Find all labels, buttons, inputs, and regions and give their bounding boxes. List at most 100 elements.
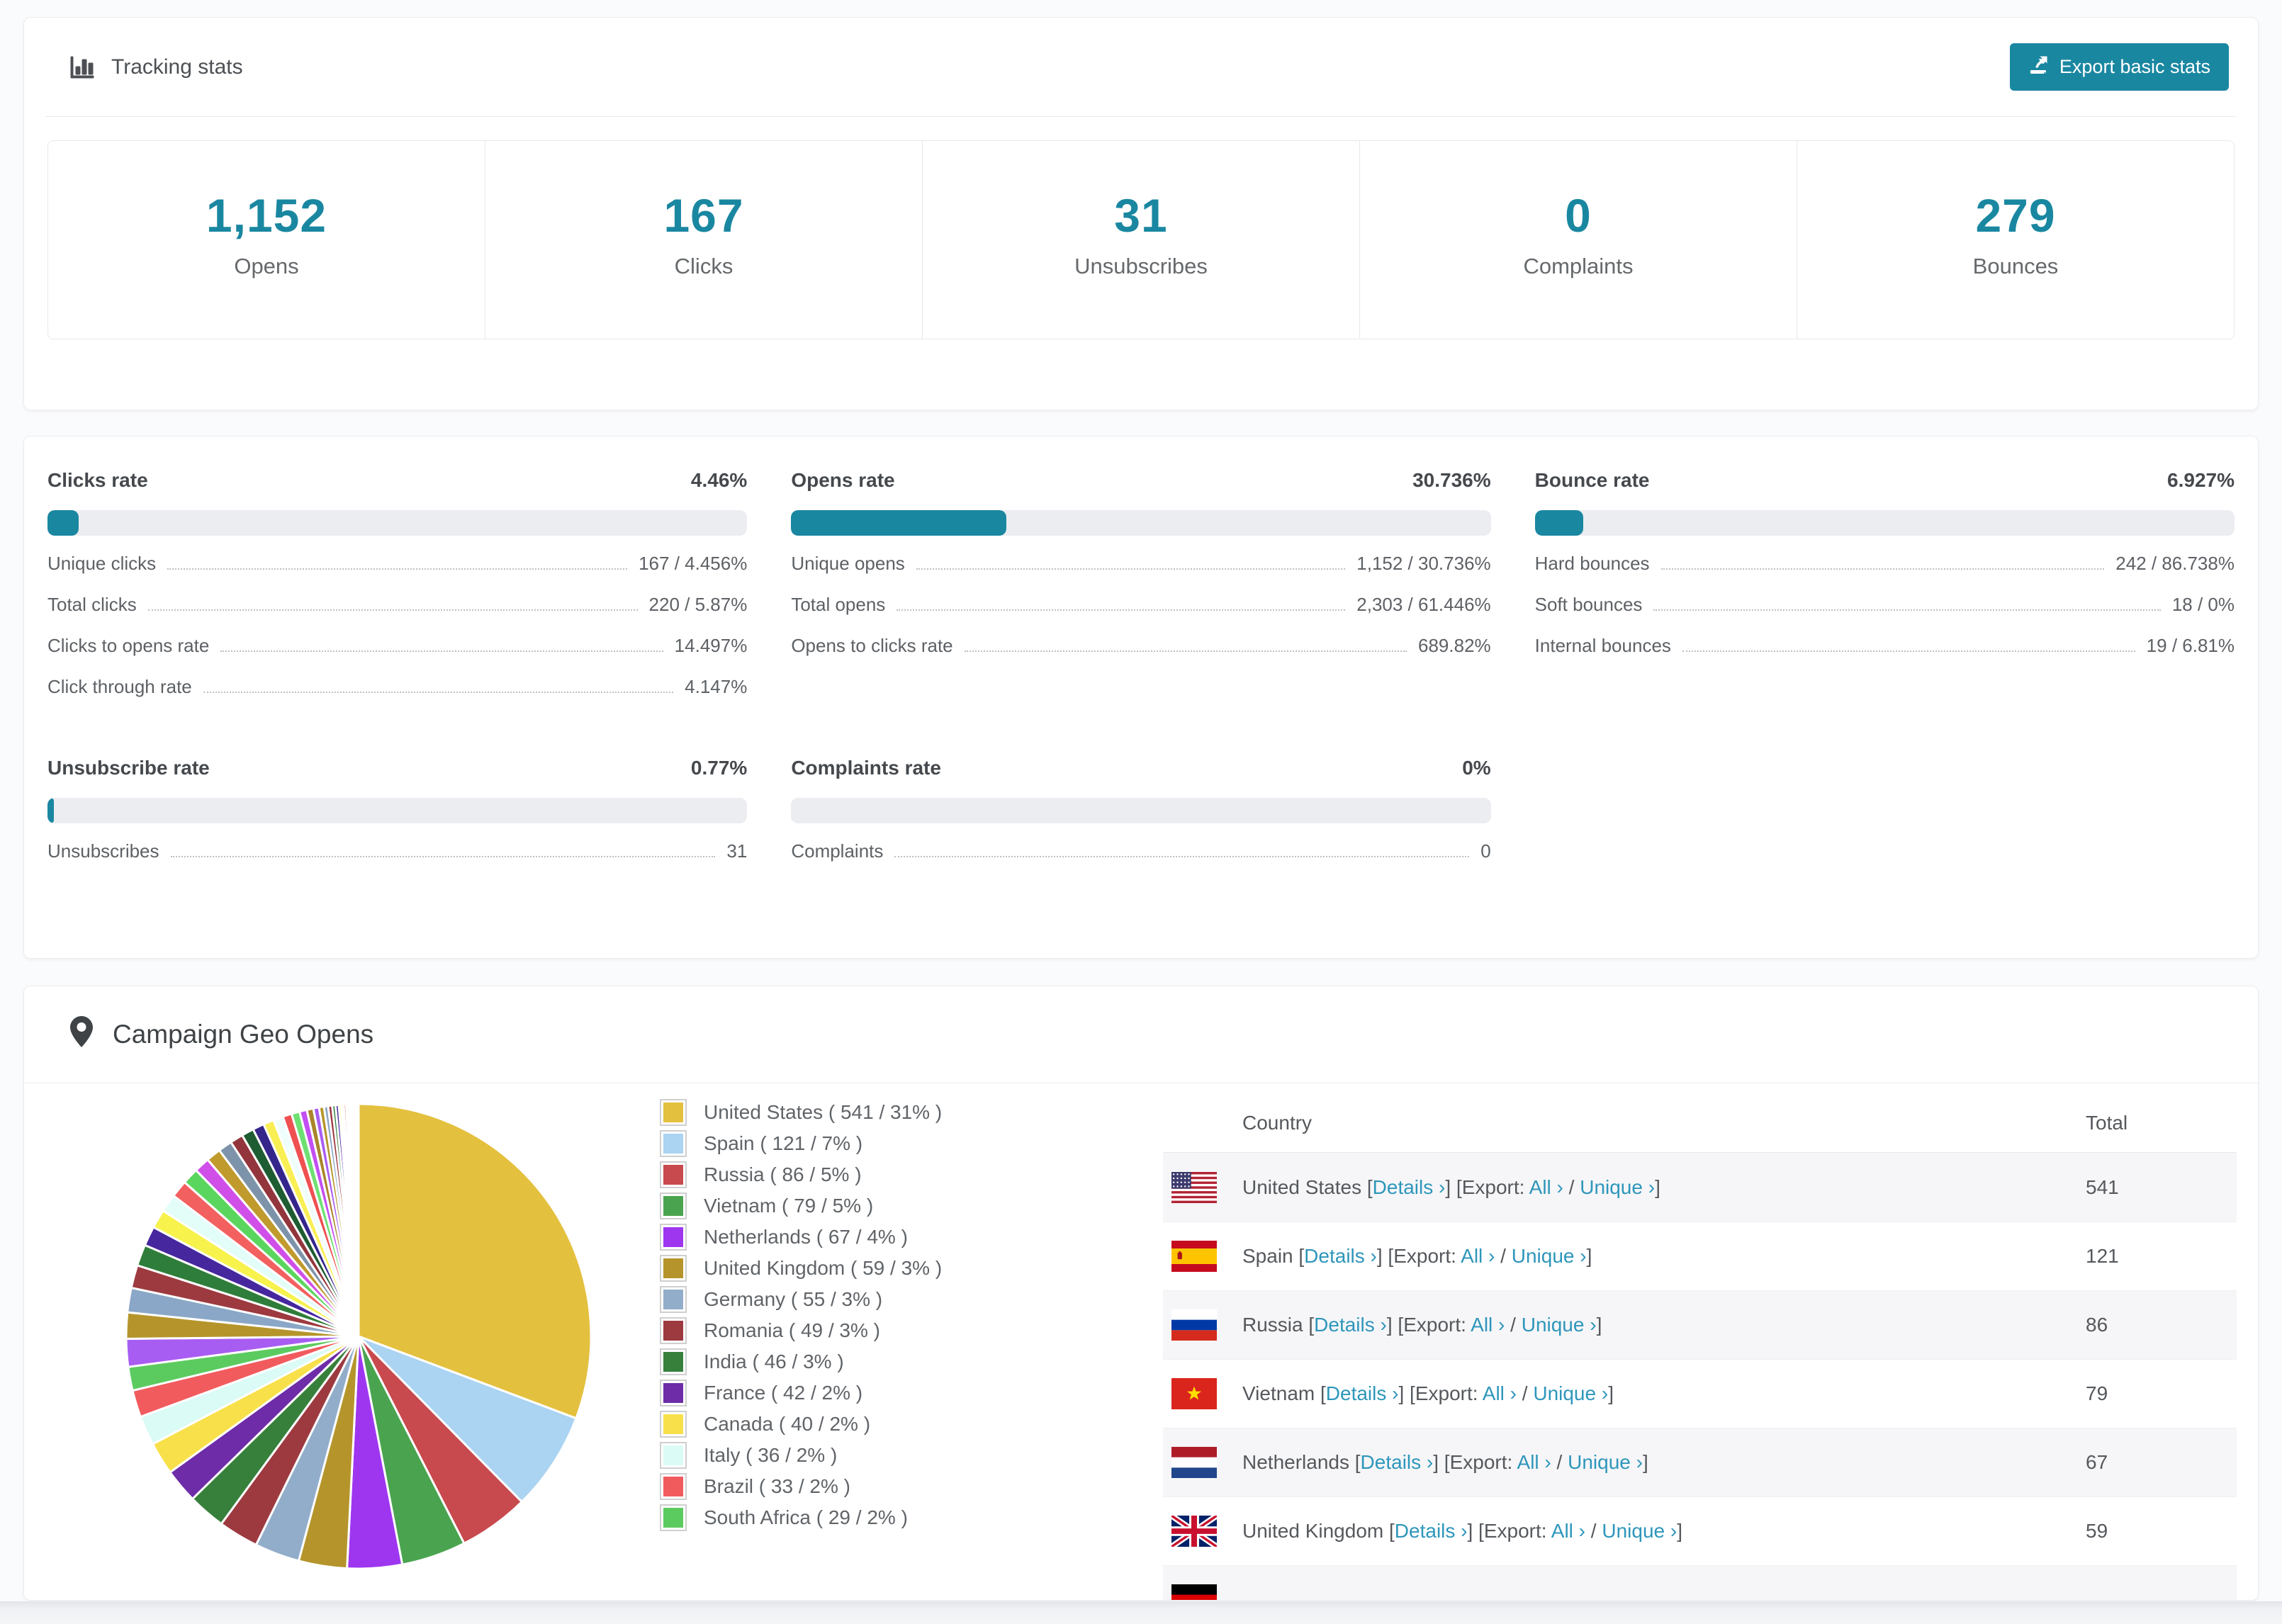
- stat-row: Unique opens 1,152 / 30.736%: [791, 553, 1490, 594]
- export-all-link[interactable]: All ›: [1551, 1520, 1586, 1542]
- legend-item: France ( 42 / 2% ): [660, 1380, 942, 1406]
- stat-value: 1,152 / 30.736%: [1356, 553, 1491, 574]
- country-cell: Netherlands [Details ›] [Export: All › /…: [1242, 1451, 1648, 1473]
- details-link[interactable]: Details ›: [1314, 1314, 1387, 1336]
- legend-item: United Kingdom ( 59 / 3% ): [660, 1255, 942, 1282]
- export-basic-stats-button[interactable]: Export basic stats: [2009, 43, 2229, 91]
- dotted-leader: [147, 609, 638, 611]
- bounce-rate-bar: [1534, 510, 2235, 536]
- stat-row: Soft bounces 18 / 0%: [1535, 594, 2235, 635]
- stat-label: Clicks to opens rate: [47, 635, 210, 656]
- clicks-rate-title: Clicks rate: [47, 469, 148, 491]
- legend-label: France ( 42 / 2% ): [704, 1382, 863, 1404]
- stat-label: Click through rate: [47, 676, 192, 697]
- clicks-rate-value: 4.46%: [690, 469, 748, 491]
- complaints-rate-value: 0%: [1462, 757, 1491, 779]
- export-unique-link[interactable]: Unique ›: [1580, 1175, 1656, 1198]
- bounces-label: Bounces: [1972, 253, 2059, 278]
- stat-label: Complaints: [791, 840, 884, 862]
- total-cell: 59: [2086, 1520, 2108, 1542]
- stat-label: Internal bounces: [1534, 635, 1671, 656]
- export-all-link[interactable]: All ›: [1482, 1382, 1517, 1404]
- export-unique-link[interactable]: Unique ›: [1511, 1245, 1587, 1267]
- dotted-leader: [916, 568, 1346, 570]
- legend-swatch: [660, 1192, 687, 1219]
- bounce-rate-bar-fill: [1534, 510, 1584, 536]
- stat-value: 14.497%: [674, 635, 748, 656]
- legend-label: India ( 46 / 3% ): [704, 1350, 844, 1372]
- country-cell: Spain [Details ›] [Export: All › / Uniqu…: [1242, 1245, 1592, 1267]
- opens-rate-value: 30.736%: [1412, 469, 1491, 491]
- ru-flag-icon: [1171, 1309, 1217, 1341]
- clicks-rate-block: Clicks rate 4.46% Unique clicks 167 / 4.4…: [47, 469, 748, 717]
- stat-row: Total opens 2,303 / 61.446%: [791, 594, 1490, 635]
- unsubscribe-rate-value: 0.77%: [690, 757, 748, 779]
- export-all-link[interactable]: All ›: [1529, 1175, 1563, 1198]
- stat-label: Total clicks: [47, 594, 137, 615]
- geo-table: Country Total United States [Details ›] [E…: [1163, 1093, 2237, 1600]
- dotted-leader: [220, 650, 663, 652]
- pie-slice: [356, 1103, 360, 1337]
- clicks-label: Clicks: [674, 253, 734, 278]
- header-divider: [45, 116, 2237, 117]
- stat-row: Click through rate 4.147%: [47, 676, 747, 717]
- tracking-stats-page: { "colors": { "accent": "#1a87a1", "link…: [0, 17, 2282, 1624]
- opens-count: 1,152: [206, 188, 327, 242]
- export-all-link[interactable]: All ›: [1461, 1245, 1495, 1267]
- geo-table-row-us: United States [Details ›] [Export: All ›…: [1163, 1153, 2237, 1222]
- details-link[interactable]: Details ›: [1360, 1451, 1434, 1473]
- legend-label: Germany ( 55 / 3% ): [704, 1288, 883, 1310]
- de-flag-icon: [1171, 1584, 1217, 1600]
- bounce-rate-value: 6.927%: [2167, 469, 2235, 491]
- dotted-leader: [203, 692, 674, 693]
- stat-row: Unsubscribes 31: [47, 840, 747, 881]
- bounces-count: 279: [1975, 188, 2056, 242]
- dotted-leader: [964, 650, 1407, 652]
- legend-swatch: [660, 1161, 687, 1188]
- details-link[interactable]: Details ›: [1372, 1175, 1446, 1198]
- country-cell: United Kingdom [Details ›] [Export: All …: [1242, 1520, 1682, 1542]
- stat-row: Internal bounces 19 / 6.81%: [1535, 635, 2235, 676]
- legend-item: Russia ( 86 / 5% ): [660, 1161, 942, 1188]
- details-link[interactable]: Details ›: [1304, 1245, 1377, 1267]
- geo-opens-pie-chart: [125, 1103, 592, 1570]
- export-all-link[interactable]: All ›: [1517, 1451, 1551, 1473]
- empty-grid-cell: [1535, 757, 2235, 881]
- geo-table-row-es: Spain [Details ›] [Export: All › / Uniqu…: [1163, 1222, 2237, 1290]
- legend-swatch: [660, 1411, 687, 1438]
- export-icon: [2028, 54, 2050, 80]
- map-pin-icon: [69, 1015, 94, 1054]
- nl-flag-icon: [1171, 1447, 1217, 1478]
- legend-item: Spain ( 121 / 7% ): [660, 1130, 942, 1157]
- summary-strip: 1,152 Opens 167 Clicks 31 Unsubscribes 0…: [47, 140, 2235, 339]
- details-link[interactable]: Details ›: [1325, 1382, 1399, 1404]
- country-cell: Russia [Details ›] [Export: All › / Uniq…: [1242, 1314, 1602, 1336]
- legend-swatch: [660, 1504, 687, 1531]
- stat-label: Total opens: [791, 594, 886, 615]
- geo-table-header: Country Total: [1163, 1093, 2237, 1153]
- geo-table-row-vn: Vietnam [Details ›] [Export: All › / Uni…: [1163, 1359, 2237, 1428]
- export-unique-link[interactable]: Unique ›: [1533, 1382, 1609, 1404]
- geo-content: United States ( 541 / 31% ) Spain ( 121 /…: [24, 1083, 2258, 1600]
- legend-item: Romania ( 49 / 3% ): [660, 1317, 942, 1344]
- export-unique-link[interactable]: Unique ›: [1521, 1314, 1597, 1336]
- legend-label: Russia ( 86 / 5% ): [704, 1163, 862, 1185]
- export-all-link[interactable]: All ›: [1471, 1314, 1505, 1336]
- dotted-leader: [1682, 650, 2135, 652]
- stat-label: Unique opens: [791, 553, 905, 574]
- geo-table-row-de: [1163, 1565, 2237, 1600]
- country-cell: United States [Details ›] [Export: All ›…: [1242, 1175, 1660, 1198]
- legend-label: Netherlands ( 67 / 4% ): [704, 1226, 908, 1248]
- stat-label: Hard bounces: [1534, 553, 1650, 574]
- legend-label: United States ( 541 / 31% ): [704, 1101, 943, 1123]
- legend-label: Canada ( 40 / 2% ): [704, 1413, 871, 1435]
- legend-swatch: [660, 1348, 687, 1375]
- total-cell: 86: [2086, 1314, 2108, 1336]
- legend-swatch: [660, 1255, 687, 1282]
- export-unique-link[interactable]: Unique ›: [1602, 1520, 1677, 1542]
- export-unique-link[interactable]: Unique ›: [1568, 1451, 1643, 1473]
- total-cell: 541: [2086, 1175, 2119, 1198]
- details-link[interactable]: Details ›: [1394, 1520, 1468, 1542]
- geo-table-row-gb: United Kingdom [Details ›] [Export: All …: [1163, 1496, 2237, 1565]
- legend-item: Germany ( 55 / 3% ): [660, 1286, 942, 1313]
